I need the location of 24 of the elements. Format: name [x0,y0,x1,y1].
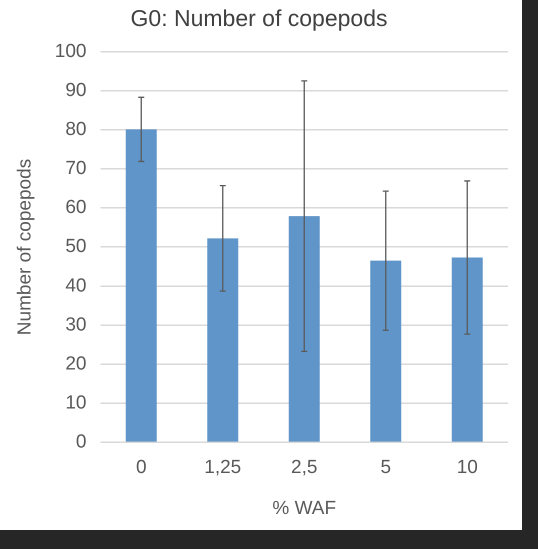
bar [126,129,157,442]
y-axis-title: Number of copepods [14,158,36,336]
bar [452,258,483,442]
y-tick-label: 80 [65,118,86,140]
y-tick-label: 10 [65,392,86,414]
y-tick-label: 90 [65,80,86,101]
y-tick-label: 50 [65,236,86,258]
y-tick-label: 100 [54,40,86,62]
y-tick-label: 0 [76,432,86,453]
chart-title: G0: Number of copepods [130,5,388,32]
y-tick-label: 70 [65,158,86,180]
x-axis-title: % WAF [272,498,336,519]
x-tick-label: 0 [136,457,147,478]
bar [207,238,238,442]
y-tick-label: 20 [65,353,86,374]
bar [288,216,320,442]
bar [370,260,402,442]
x-tick-label: 2,5 [291,457,318,478]
x-tick-label: 10 [456,457,478,478]
y-tick-label: 60 [65,197,86,218]
x-tick-label: 1,25 [204,457,242,478]
y-tick-label: 30 [65,314,86,336]
x-tick-label: 5 [380,457,392,478]
y-tick-label: 40 [65,275,86,296]
